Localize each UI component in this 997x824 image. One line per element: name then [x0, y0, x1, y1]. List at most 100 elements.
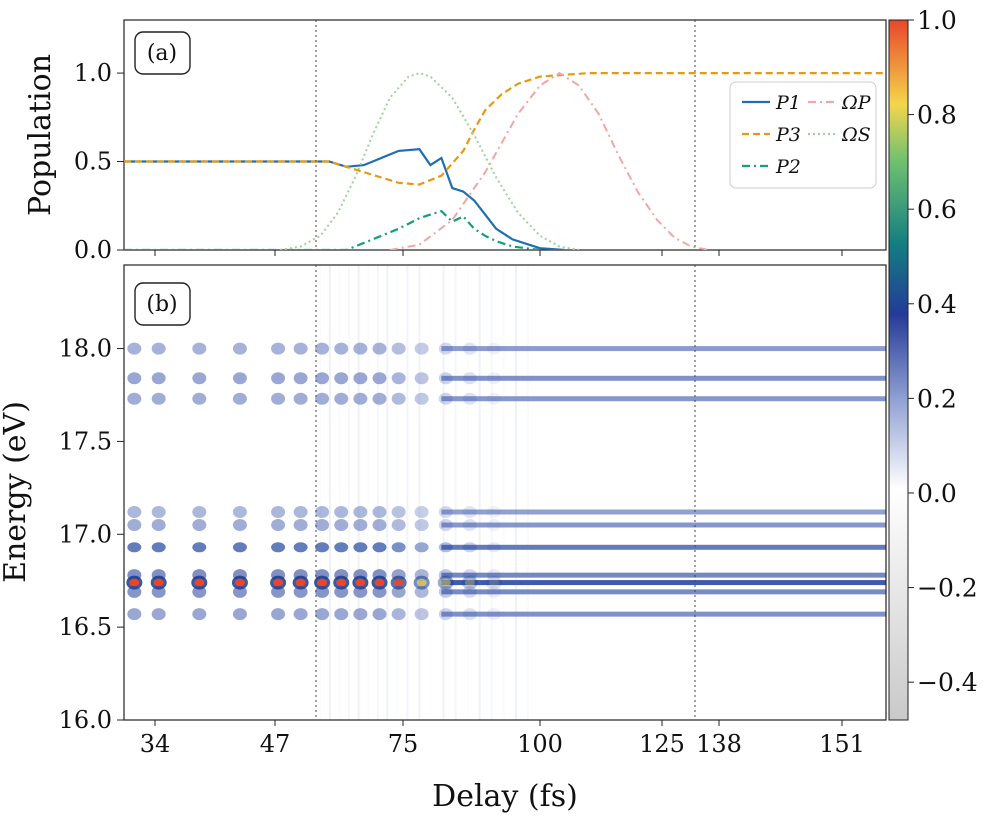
panel-a-ylabel: Population: [23, 54, 58, 216]
ytick-label-b: 17.0: [59, 520, 112, 548]
band-blob: [486, 585, 501, 598]
panel-b-frame: [123, 264, 887, 721]
band-blob: [372, 506, 387, 518]
colorbar-tick-label: −0.2: [917, 574, 978, 603]
band-blob: [127, 542, 142, 553]
band-blob: [462, 608, 477, 621]
legend: P1 P3 P2 ΩP ΩS: [729, 81, 877, 189]
band-blob: [462, 569, 477, 582]
band-blob-core: [393, 578, 404, 587]
band-7: [441, 580, 886, 586]
band-blob: [391, 608, 406, 621]
band-blob: [462, 519, 477, 531]
colorbar-tick-label: −0.4: [917, 668, 978, 697]
band-blob: [414, 542, 429, 553]
ytick-label-a: 0.0: [74, 236, 112, 264]
band-blob: [127, 608, 142, 621]
band-blob: [353, 506, 368, 518]
band-5: [441, 544, 886, 550]
band-blob: [353, 392, 368, 405]
panel-b-ylabel: Energy (eV): [0, 401, 33, 583]
panel-b-background: [124, 265, 886, 720]
band-blob-core: [234, 578, 245, 587]
colorbar-tick-label: 0.6: [917, 195, 957, 224]
band-blob: [461, 575, 478, 590]
band-2: [441, 396, 886, 402]
colorbar-tick-label: 1.0: [917, 6, 957, 35]
band-blob: [293, 608, 308, 621]
band-blob: [486, 608, 501, 621]
band-blob: [127, 519, 142, 531]
band-blob: [438, 506, 453, 518]
band-blob: [271, 506, 286, 518]
xtick-label-b: 125: [639, 730, 685, 758]
legend-label: P1: [775, 92, 801, 114]
band-3: [441, 509, 886, 515]
band-blob: [414, 392, 429, 405]
band-4: [441, 522, 886, 528]
band-blob: [192, 372, 207, 385]
band-blob: [353, 542, 368, 553]
xtick-label-b: 75: [388, 730, 419, 758]
band-blob: [192, 585, 207, 598]
band-blob: [414, 519, 429, 531]
band-blob-core: [440, 578, 451, 587]
band-blob: [486, 342, 501, 355]
band-blob: [372, 519, 387, 531]
band-blob: [232, 608, 247, 621]
series-line-omega-p: [389, 71, 710, 250]
band-blob: [391, 506, 406, 518]
band-blob: [391, 519, 406, 531]
band-blob: [438, 519, 453, 531]
series-line-p2: [124, 209, 541, 250]
legend-label: P2: [775, 156, 801, 178]
band-blob: [414, 608, 429, 621]
band-blob: [315, 542, 330, 553]
ytick-label-b: 16.5: [59, 613, 112, 641]
band-blob: [391, 542, 406, 553]
series-line-p3: [124, 72, 886, 186]
band-blob: [192, 542, 207, 553]
band-blob: [293, 519, 308, 531]
band-blob: [232, 585, 247, 598]
band-blob: [151, 372, 166, 385]
band-blob: [293, 506, 308, 518]
band-blob: [462, 506, 477, 518]
band-blob: [271, 392, 286, 405]
band-blob: [438, 585, 453, 598]
band-blob: [232, 519, 247, 531]
ytick-label-a: 1.0: [74, 59, 112, 87]
colorbar-tick-label: 0.8: [917, 101, 957, 130]
band-blob: [391, 372, 406, 385]
band-blob-core: [488, 578, 499, 587]
band-blob: [438, 342, 453, 355]
band-blob: [438, 542, 453, 553]
panel-b-tag: (b): [146, 292, 177, 317]
band-blob: [315, 608, 330, 621]
band-blob: [438, 372, 453, 385]
band-blob: [462, 585, 477, 598]
panel-b-xlabel: Delay (fs): [432, 779, 578, 814]
band-blob: [486, 392, 501, 405]
ytick-label-b: 16.0: [59, 706, 112, 734]
panel-b-tag-box: [134, 282, 191, 326]
ytick-label-b: 18.0: [59, 335, 112, 363]
band-blob: [151, 585, 166, 598]
band-blob: [315, 519, 330, 531]
band-8: [441, 589, 886, 595]
legend-label: P3: [775, 124, 801, 146]
band-blob: [271, 342, 286, 355]
band-blob: [486, 542, 501, 553]
band-blob: [192, 506, 207, 518]
band-blob: [293, 392, 308, 405]
band-blob: [462, 372, 477, 385]
panel-a-tag: (a): [147, 41, 177, 66]
band-blob: [127, 392, 142, 405]
band-blob: [486, 519, 501, 531]
band-blob: [293, 542, 308, 553]
legend-frame: [729, 81, 877, 189]
band-blob: [232, 506, 247, 518]
band-blob: [271, 372, 286, 385]
band-blob: [151, 392, 166, 405]
band-blob: [353, 585, 368, 598]
